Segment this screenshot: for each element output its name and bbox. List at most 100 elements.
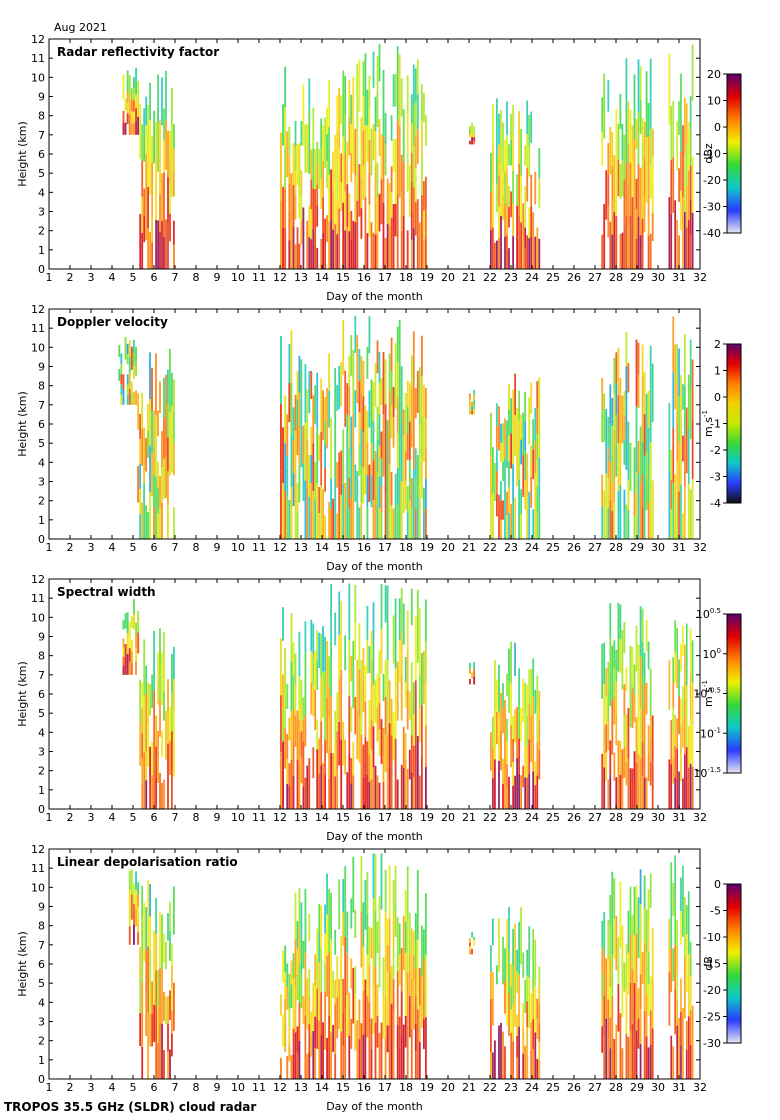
data-cell xyxy=(378,941,381,988)
data-cell xyxy=(526,746,529,778)
data-cell xyxy=(139,104,142,160)
data-cell xyxy=(306,1053,309,1079)
data-cell xyxy=(310,239,313,269)
data-cell xyxy=(344,230,347,269)
data-cell xyxy=(342,484,345,539)
data-cell xyxy=(619,485,622,539)
data-cell xyxy=(609,423,612,462)
panel-title: Radar reflectivity factor xyxy=(57,45,219,59)
data-cell xyxy=(496,679,498,712)
data-cell xyxy=(318,773,321,809)
data-cell xyxy=(141,758,144,784)
data-cell xyxy=(680,877,682,912)
data-cell xyxy=(603,393,606,442)
data-cell xyxy=(145,505,147,539)
data-cell xyxy=(421,335,423,377)
data-cell xyxy=(421,84,423,122)
data-cell xyxy=(296,973,299,1001)
data-cell xyxy=(402,215,405,269)
data-cell xyxy=(676,748,678,779)
data-cell xyxy=(500,110,502,163)
data-cell xyxy=(627,708,630,759)
data-cell xyxy=(336,692,339,732)
data-cell xyxy=(418,608,421,642)
data-cell xyxy=(336,199,339,235)
data-cell xyxy=(423,487,425,514)
data-cell xyxy=(336,513,339,539)
data-cell xyxy=(139,947,142,981)
data-cell xyxy=(298,465,301,503)
data-cell xyxy=(370,630,373,661)
data-cell xyxy=(421,195,423,232)
data-cell xyxy=(312,107,315,148)
data-cell xyxy=(130,346,133,359)
data-cell xyxy=(370,779,373,809)
data-cell xyxy=(641,506,644,539)
data-cell xyxy=(685,905,688,935)
data-cell xyxy=(356,659,359,710)
data-cell xyxy=(126,70,129,82)
data-cell xyxy=(676,718,678,749)
data-cell xyxy=(149,120,151,158)
x-tick-label: 12 xyxy=(273,811,287,824)
data-cell xyxy=(520,439,522,465)
data-cell xyxy=(534,1032,537,1079)
data-cell xyxy=(506,673,508,697)
data-cell xyxy=(643,977,646,1012)
data-cell xyxy=(284,228,287,269)
data-cell xyxy=(516,758,518,809)
data-cell xyxy=(410,416,413,448)
data-cell xyxy=(603,767,606,809)
data-cell xyxy=(504,458,506,499)
data-cell xyxy=(157,123,159,172)
data-cell xyxy=(288,383,291,423)
data-cell xyxy=(159,664,161,701)
data-cell xyxy=(346,911,349,954)
data-cell xyxy=(384,237,387,269)
data-cell xyxy=(352,220,355,269)
data-cell xyxy=(388,464,391,502)
data-cell xyxy=(133,903,135,925)
data-cell xyxy=(326,215,328,243)
data-cell xyxy=(133,123,135,135)
data-cell xyxy=(528,238,531,269)
data-cell xyxy=(414,1051,417,1079)
data-cell xyxy=(368,316,371,354)
data-cell xyxy=(282,104,284,146)
data-cell xyxy=(611,131,614,166)
data-cell xyxy=(147,724,149,767)
data-cell xyxy=(348,231,351,269)
y-tick-label: 6 xyxy=(38,418,45,431)
data-cell xyxy=(410,588,413,626)
data-cell xyxy=(310,370,313,399)
data-cell xyxy=(376,233,379,269)
data-cell xyxy=(609,603,612,638)
x-tick-label: 16 xyxy=(357,1081,371,1094)
data-cell xyxy=(672,657,675,683)
data-cell xyxy=(288,1043,291,1062)
data-cell xyxy=(425,387,427,419)
data-cell xyxy=(173,711,175,745)
cloud-period-5 xyxy=(326,43,427,269)
data-cell xyxy=(394,73,397,107)
data-cell xyxy=(647,202,650,236)
data-cell xyxy=(171,406,173,440)
y-tick-label: 3 xyxy=(38,1016,45,1029)
data-cell xyxy=(473,130,476,134)
data-cell xyxy=(502,1031,504,1079)
data-cell xyxy=(314,954,317,986)
data-cell xyxy=(157,513,159,539)
data-cell xyxy=(418,675,421,709)
data-cell xyxy=(425,683,427,726)
data-cell xyxy=(312,685,315,717)
data-cell xyxy=(161,782,163,809)
data-cell xyxy=(473,394,476,400)
data-cell xyxy=(128,621,131,635)
data-cell xyxy=(392,1012,395,1046)
data-cell xyxy=(151,674,153,709)
data-cell xyxy=(685,186,688,228)
data-cell xyxy=(288,126,291,156)
data-cell xyxy=(143,188,146,216)
data-cell xyxy=(352,674,355,709)
data-cell xyxy=(292,978,295,1004)
